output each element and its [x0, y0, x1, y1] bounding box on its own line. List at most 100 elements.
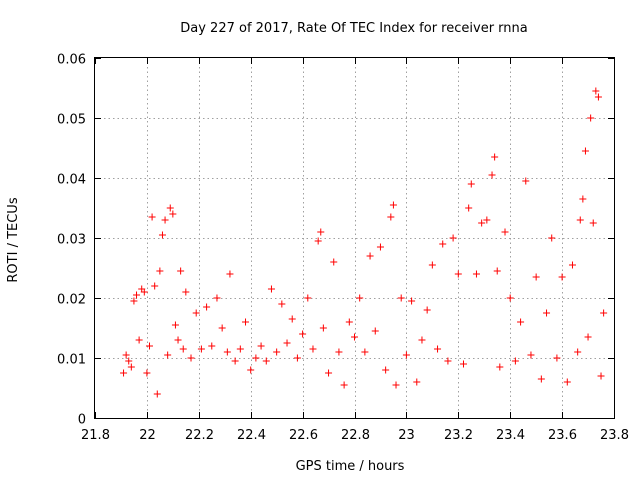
data-point	[558, 273, 566, 281]
data-point	[179, 345, 187, 353]
data-point	[213, 294, 221, 302]
data-point	[345, 318, 353, 326]
data-point	[517, 318, 525, 326]
data-point	[231, 357, 239, 365]
data-point	[145, 342, 153, 350]
data-point	[192, 309, 200, 317]
data-point	[153, 390, 161, 398]
data-point	[568, 261, 576, 269]
data-point	[257, 342, 265, 350]
data-point	[169, 210, 177, 218]
data-point	[226, 270, 234, 278]
y-tick-label: 0.02	[57, 293, 86, 308]
data-point	[125, 357, 133, 365]
data-point	[413, 378, 421, 386]
data-point	[267, 285, 275, 293]
data-point	[382, 366, 390, 374]
data-point	[506, 294, 514, 302]
data-point	[156, 267, 164, 275]
data-point	[594, 93, 602, 101]
data-point	[151, 282, 159, 290]
data-point	[208, 342, 216, 350]
axis-ticks	[95, 58, 615, 419]
data-point	[587, 114, 595, 122]
data-point	[127, 363, 135, 371]
y-axis-label: ROTI / TECUs	[6, 197, 21, 282]
data-point	[288, 315, 296, 323]
data-point	[366, 252, 374, 260]
data-points	[120, 87, 608, 398]
x-tick-label: 22.4	[237, 428, 266, 443]
data-point	[444, 357, 452, 365]
data-point	[553, 354, 561, 362]
x-axis-label: GPS time / hours	[296, 459, 405, 474]
data-point	[467, 180, 475, 188]
plot-frame	[94, 57, 615, 419]
data-point	[491, 153, 499, 161]
data-point	[579, 195, 587, 203]
data-point	[330, 258, 338, 266]
data-point	[563, 378, 571, 386]
data-point	[120, 369, 128, 377]
data-point	[171, 321, 179, 329]
x-tick-label: 22	[139, 428, 156, 443]
data-point	[182, 288, 190, 296]
data-point	[319, 324, 327, 332]
data-point	[304, 294, 312, 302]
data-point	[177, 267, 185, 275]
data-point	[434, 345, 442, 353]
data-point	[130, 297, 138, 305]
data-point	[459, 360, 467, 368]
y-tick-label: 0	[78, 413, 86, 428]
data-point	[351, 333, 358, 341]
data-point	[543, 309, 551, 317]
x-tick-label: 22.2	[185, 428, 214, 443]
x-tick-label: 23.6	[548, 428, 577, 443]
data-point	[600, 309, 608, 317]
data-point	[164, 351, 172, 359]
data-point	[148, 213, 156, 221]
data-point	[454, 270, 462, 278]
data-point	[203, 303, 211, 311]
data-point	[140, 288, 148, 296]
chart-title: Day 227 of 2017, Rate Of TEC Index for r…	[180, 21, 527, 36]
data-point	[317, 228, 325, 236]
data-point	[273, 348, 281, 356]
y-tick-label: 0.06	[57, 53, 86, 68]
data-point	[376, 243, 384, 251]
data-point	[493, 267, 501, 275]
data-point	[574, 348, 582, 356]
data-point	[423, 306, 431, 314]
data-point	[299, 330, 307, 338]
data-point	[335, 348, 343, 356]
data-point	[135, 336, 143, 344]
data-point	[527, 351, 535, 359]
data-point	[218, 324, 226, 332]
data-point	[252, 354, 260, 362]
x-tick-label: 22.8	[341, 428, 370, 443]
data-point	[402, 351, 410, 359]
data-point	[496, 363, 504, 371]
y-tick-label: 0.04	[57, 173, 86, 188]
data-point	[408, 297, 416, 305]
data-point	[278, 300, 286, 308]
data-point	[309, 345, 317, 353]
data-point	[361, 348, 369, 356]
y-tick-label: 0.05	[57, 113, 86, 128]
data-point	[522, 177, 530, 185]
data-point	[589, 219, 597, 227]
x-tick-label: 23	[398, 428, 415, 443]
data-point	[392, 381, 400, 389]
data-point	[242, 318, 250, 326]
data-point	[340, 381, 348, 389]
data-point	[501, 228, 509, 236]
data-point	[356, 294, 364, 302]
data-point	[314, 237, 322, 245]
data-point	[174, 336, 182, 344]
data-point	[197, 345, 205, 353]
data-point	[472, 270, 480, 278]
data-point	[581, 147, 589, 155]
data-point	[236, 345, 244, 353]
data-point	[439, 240, 447, 248]
